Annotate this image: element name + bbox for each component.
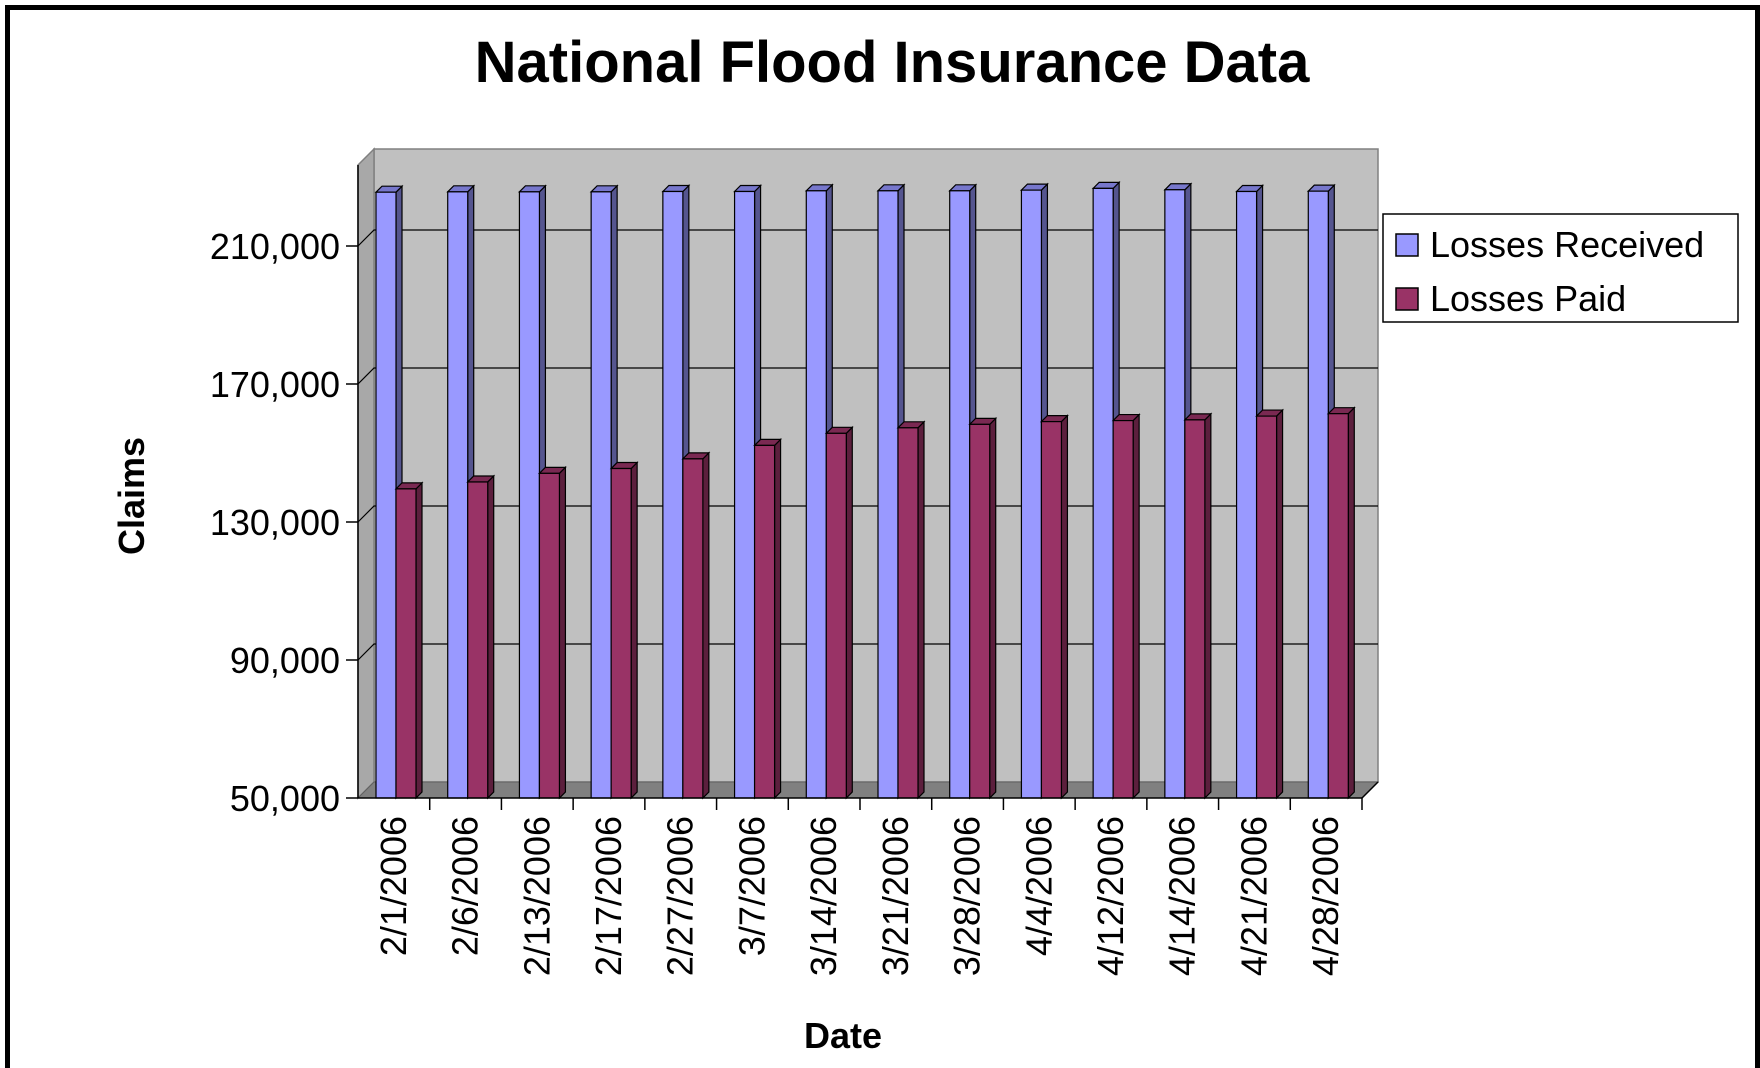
bar-losses-paid-4-4-2006 [1039,414,1069,800]
x-tick-label-4-28-2006: 4/28/2006 [1305,816,1346,976]
legend-swatch-losses-received [1395,233,1419,257]
x-tick-label-3-14-2006: 3/14/2006 [803,816,844,976]
bars [374,180,1356,800]
x-tick-label-4-21-2006: 4/21/2006 [1233,816,1274,976]
x-axis-depth-line [1361,781,1379,799]
bar-losses-paid-2-13-2006 [537,465,567,800]
bar-losses-paid-4-12-2006 [1111,413,1141,800]
y-tick-label: 130,000 [210,502,340,543]
x-axis-ticks: 2/1/2006 2/6/2006 2/13/2006 2/17/2006 2/27/2… [358,781,1379,976]
bar-losses-paid-3-28-2006 [968,416,998,800]
legend-label-losses-paid: Losses Paid [1430,278,1626,319]
x-tick-label-2-13-2006: 2/13/2006 [516,816,557,976]
x-tick-label-3-28-2006: 3/28/2006 [947,816,988,976]
x-tick-label-2-27-2006: 2/27/2006 [660,816,701,976]
plot-background [356,147,1380,800]
x-tick-label-3-7-2006: 3/7/2006 [731,816,772,956]
chart-frame [5,5,1760,1068]
y-tick-label: 210,000 [210,226,340,267]
legend-label-losses-received: Losses Received [1430,224,1704,265]
legend-swatch-losses-paid [1395,287,1419,311]
x-tick-label-2-6-2006: 2/6/2006 [445,816,486,956]
y-tick-label: 170,000 [210,364,340,405]
bar-losses-paid-3-21-2006 [896,420,926,800]
bar-losses-paid-4-21-2006 [1255,408,1285,800]
x-tick-label-2-1-2006: 2/1/2006 [373,816,414,956]
legend-box [1382,213,1739,323]
legend: Losses Received Losses Paid [1382,213,1739,323]
bar-losses-paid-2-17-2006 [609,461,639,800]
plot-side-wall [357,147,375,800]
x-axis-title: Date [804,1015,882,1056]
bar-losses-paid-4-14-2006 [1183,412,1213,800]
bar-losses-paid-3-7-2006 [753,437,783,800]
plot-floor [356,781,1380,799]
bar-losses-paid-2-27-2006 [681,451,711,800]
bar-losses-paid-2-1-2006 [394,481,424,800]
chart-title: National Flood Insurance Data [475,30,1310,95]
y-tick-label: 50,000 [230,778,340,819]
bar-losses-paid-3-14-2006 [824,425,854,800]
x-tick-label-2-17-2006: 2/17/2006 [588,816,629,976]
y-axis-title: Claims [111,437,152,555]
x-tick-label-4-4-2006: 4/4/2006 [1018,816,1059,956]
bar-losses-paid-4-28-2006 [1326,406,1356,800]
x-tick-label-3-21-2006: 3/21/2006 [875,816,916,976]
y-tick-label: 90,000 [230,640,340,681]
bar-losses-paid-2-6-2006 [466,474,496,800]
y-axis-ticks: 50,000 90,000 130,000 170,000 210,000 [210,165,359,819]
x-tick-label-4-14-2006: 4/14/2006 [1162,816,1203,976]
x-tick-label-4-12-2006: 4/12/2006 [1090,816,1131,976]
